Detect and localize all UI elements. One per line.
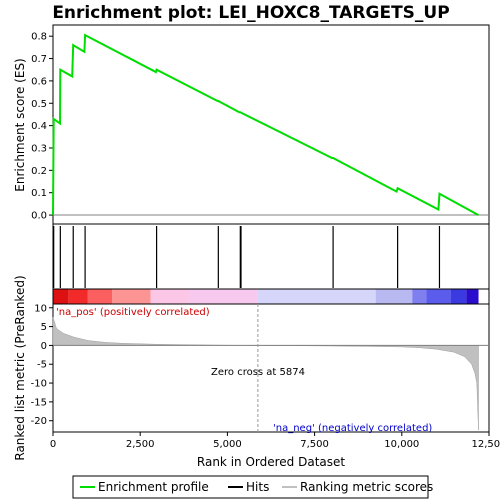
es-tick-label: 0.8	[31, 32, 47, 43]
es-tick-label: 0.3	[31, 143, 47, 154]
negative-correlation-label: 'na_neg' (negatively correlated)	[273, 423, 432, 434]
heat-segment	[450, 289, 467, 304]
heat-segment	[189, 289, 258, 304]
es-tick-label: 0.0	[31, 211, 47, 222]
heat-segment	[375, 289, 413, 304]
heat-segment	[412, 289, 427, 304]
x-axis-label: Rank in Ordered Dataset	[197, 455, 345, 469]
legend-metric-label: Ranking metric scores	[300, 480, 433, 494]
es-axis: 0.0 0.1 0.2 0.3 0.4 0.5 0.6 0.7 0.8	[31, 32, 53, 222]
metric-tick-label: 10	[34, 303, 47, 314]
heat-segment	[53, 289, 69, 304]
heat-segment	[257, 289, 376, 304]
metric-tick-label: -20	[31, 416, 47, 427]
heat-segment	[68, 289, 88, 304]
metric-tick-label: -5	[37, 360, 47, 371]
x-tick-label: 10,000	[384, 439, 419, 450]
metric-tick-label: 0	[41, 341, 47, 352]
x-tick-label: 0	[50, 439, 56, 450]
positive-correlation-label: 'na_pos' (positively correlated)	[56, 307, 210, 318]
es-tick-label: 0.1	[31, 188, 47, 199]
legend-enrichment-label: Enrichment profile	[98, 480, 209, 494]
ranking-heat-bar	[53, 289, 479, 304]
metric-axis-label: Ranked list metric (PreRanked)	[13, 275, 27, 460]
heat-segment	[150, 289, 190, 304]
zero-cross-label: Zero cross at 5874	[211, 367, 305, 378]
heat-segment	[87, 289, 113, 304]
legend-box	[72, 475, 429, 499]
heat-segment	[466, 289, 479, 304]
legend-hits-label: Hits	[246, 480, 269, 494]
x-tick-label: 2,500	[126, 439, 155, 450]
heat-segment	[112, 289, 151, 304]
x-tick-label: 7,500	[300, 439, 329, 450]
heat-segment	[426, 289, 451, 304]
es-tick-label: 0.2	[31, 166, 47, 177]
es-tick-label: 0.5	[31, 99, 47, 110]
x-tick-label: 5,000	[213, 439, 242, 450]
chart-title: Enrichment plot: LEI_HOXC8_TARGETS_UP	[52, 3, 449, 23]
x-tick-label: 12,500	[472, 439, 500, 450]
es-axis-label: Enrichment score (ES)	[13, 58, 27, 191]
es-panel	[52, 24, 490, 225]
metric-panel	[52, 303, 490, 433]
enrichment-profile-line	[52, 33, 479, 216]
legend: Enrichment profile Hits Ranking metric s…	[72, 475, 433, 499]
hits-panel	[52, 223, 490, 290]
metric-axis: 10 5 0 -5 -10 -15 -20	[31, 303, 53, 427]
hits-group	[53, 226, 441, 288]
metric-tick-label: -10	[31, 379, 47, 390]
es-tick-label: 0.6	[31, 76, 47, 87]
x-axis: 0 2,500 5,000 7,500 10,000 12,500	[50, 432, 500, 450]
metric-tick-label: -15	[31, 397, 47, 408]
metric-tick-label: 5	[41, 322, 47, 333]
es-tick-label: 0.4	[31, 121, 47, 132]
es-tick-label: 0.7	[31, 54, 47, 65]
